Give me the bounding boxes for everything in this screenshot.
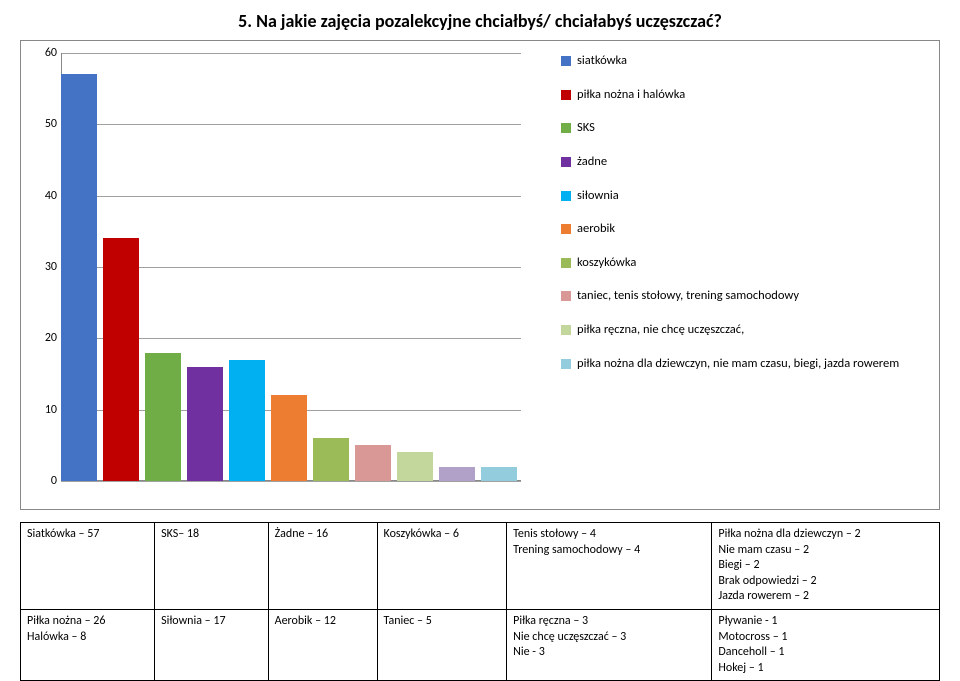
bars-group — [61, 53, 521, 481]
legend-label: piłka nożna dla dziewczyn, nie mam czasu… — [577, 356, 899, 372]
bar — [439, 467, 475, 481]
legend-item: piłka ręczna, nie chcę uczęszczać, — [561, 322, 929, 338]
table-cell: Piłka nożna dla dziewczyn – 2Nie mam cza… — [712, 523, 940, 610]
gridline — [61, 481, 521, 482]
y-tick-label: 60 — [29, 46, 57, 60]
table-cell: Pływanie - 1Motocross – 1Danceholl – 1Ho… — [712, 609, 940, 680]
legend-label: piłka nożna i halówka — [577, 87, 685, 103]
bar — [397, 452, 433, 481]
page-title: 5. Na jakie zajęcia pozalekcyjne chciałb… — [20, 10, 940, 32]
y-tick-label: 10 — [29, 403, 57, 417]
page: 5. Na jakie zajęcia pozalekcyjne chciałb… — [0, 0, 960, 673]
y-tick-label: 50 — [29, 117, 57, 131]
legend-label: piłka ręczna, nie chcę uczęszczać, — [577, 322, 744, 338]
legend-item: SKS — [561, 120, 929, 136]
bar — [481, 467, 517, 481]
bar — [313, 438, 349, 481]
table-cell: Koszykówka – 6 — [377, 523, 507, 610]
legend-swatch — [561, 191, 571, 201]
bar — [271, 395, 307, 481]
legend-label: koszykówka — [577, 255, 636, 271]
table-cell: Tenis stołowy – 4Trening samochodowy – 4 — [507, 523, 712, 610]
bar — [103, 238, 139, 481]
legend-label: taniec, tenis stołowy, trening samochodo… — [577, 288, 799, 304]
legend-label: żadne — [577, 154, 607, 170]
legend-label: aerobik — [577, 221, 615, 237]
legend-swatch — [561, 123, 571, 133]
bar — [229, 360, 265, 481]
bar — [187, 367, 223, 481]
legend-item: piłka nożna dla dziewczyn, nie mam czasu… — [561, 356, 929, 372]
table-cell: Siatkówka – 57 — [21, 523, 155, 610]
table-row: Piłka nożna – 26Halówka – 8Siłownia – 17… — [21, 609, 940, 680]
legend-swatch — [561, 258, 571, 268]
table-cell: SKS– 18 — [155, 523, 269, 610]
legend-label: SKS — [577, 120, 595, 136]
legend-swatch — [561, 90, 571, 100]
legend-swatch — [561, 157, 571, 167]
bar — [355, 445, 391, 481]
legend-item: koszykówka — [561, 255, 929, 271]
legend: siatkówka piłka nożna i halówka SKS żadne si… — [561, 53, 929, 389]
legend-swatch — [561, 325, 571, 335]
table-cell: Żadne – 16 — [268, 523, 377, 610]
table-row: Siatkówka – 57SKS– 18Żadne – 16Koszykówk… — [21, 523, 940, 610]
table-cell: Aerobik – 12 — [268, 609, 377, 680]
y-tick-label: 0 — [29, 474, 57, 488]
table-cell: Piłka nożna – 26Halówka – 8 — [21, 609, 155, 680]
y-tick-label: 30 — [29, 260, 57, 274]
table-cell: Piłka ręczna – 3Nie chcę uczęszczać – 3N… — [507, 609, 712, 680]
table-cell: Siłownia – 17 — [155, 609, 269, 680]
legend-label: siłownia — [577, 188, 619, 204]
legend-swatch — [561, 224, 571, 234]
legend-item: siłownia — [561, 188, 929, 204]
legend-item: aerobik — [561, 221, 929, 237]
legend-item: taniec, tenis stołowy, trening samochodo… — [561, 288, 929, 304]
y-tick-label: 40 — [29, 189, 57, 203]
legend-item: siatkówka — [561, 53, 929, 69]
bar — [145, 353, 181, 481]
legend-swatch — [561, 359, 571, 369]
chart-container: 0102030405060 siatkówkapiłka nożna i hal… — [20, 40, 940, 510]
plot-area: 0102030405060 — [61, 53, 521, 481]
data-table: Siatkówka – 57SKS– 18Żadne – 16Koszykówk… — [20, 522, 940, 681]
legend-label: siatkówka — [577, 53, 627, 69]
legend-item: piłka nożna i halówka — [561, 87, 929, 103]
legend-item: żadne — [561, 154, 929, 170]
bar — [61, 74, 97, 481]
legend-swatch — [561, 291, 571, 301]
legend-swatch — [561, 56, 571, 66]
table-cell: Taniec – 5 — [377, 609, 507, 680]
y-tick-label: 20 — [29, 331, 57, 345]
